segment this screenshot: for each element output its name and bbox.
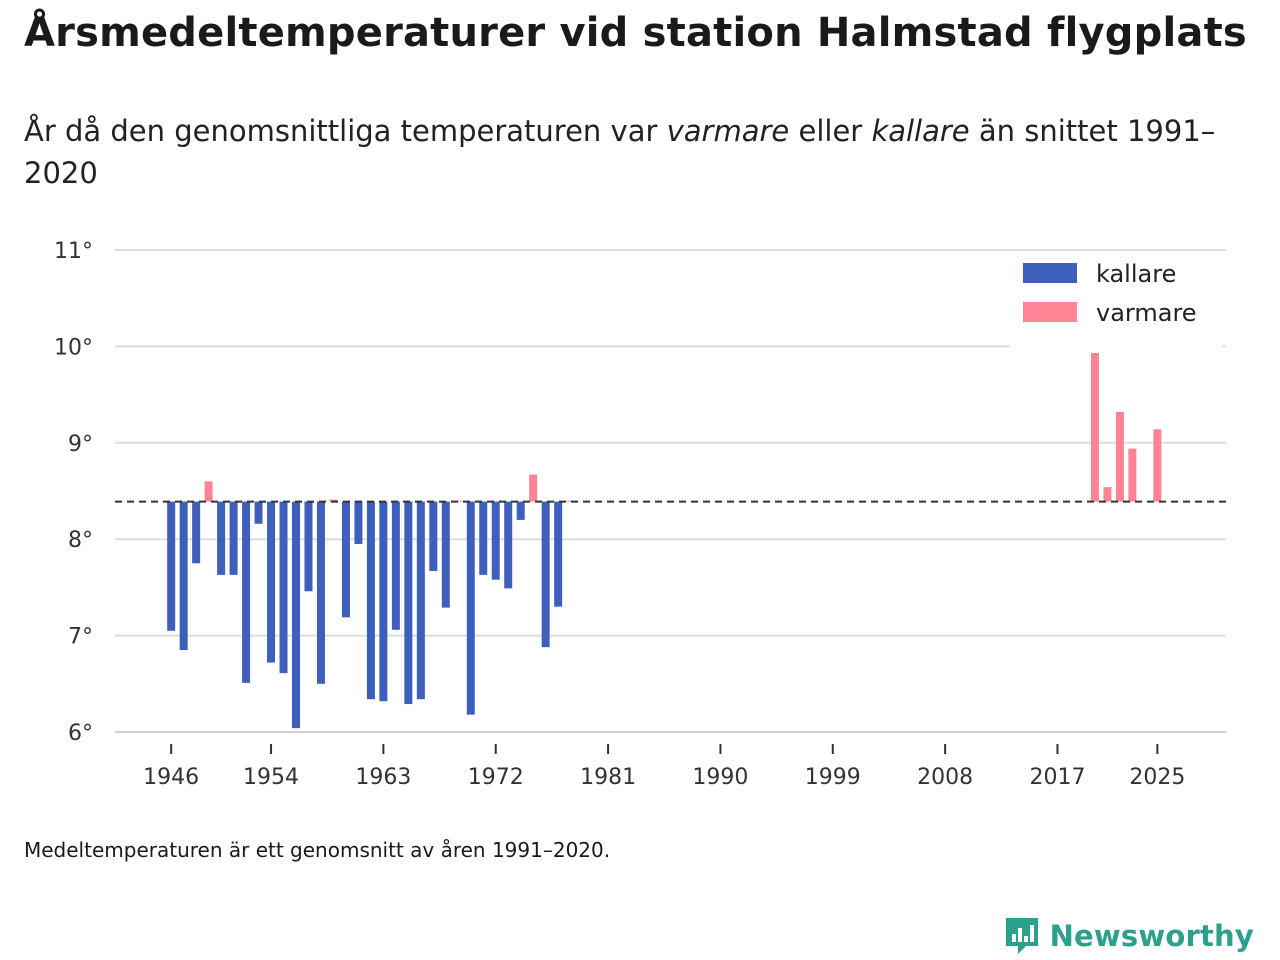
x-tick-label: 1946 <box>143 765 199 790</box>
bar-cold-1973 <box>504 501 513 589</box>
y-tick-label: 9° <box>68 432 93 457</box>
bar-cold-1976 <box>541 501 550 648</box>
bar-cold-1956 <box>292 501 301 729</box>
bar-cold-1966 <box>416 501 425 700</box>
subtitle-warm-word: varmare <box>666 114 790 148</box>
x-tick-label: 1954 <box>243 765 299 790</box>
bar-cold-1965 <box>404 501 413 705</box>
bar-cold-1960 <box>341 501 350 618</box>
legend-swatch-cold <box>1023 263 1077 283</box>
chart-title: Årsmedeltemperaturer vid station Halmsta… <box>24 10 1247 56</box>
bar-cold-1953 <box>254 501 263 524</box>
x-tick-label: 2025 <box>1129 765 1185 790</box>
bar-cold-1972 <box>491 501 500 580</box>
temperature-bar-chart: 6°7°8°9°10°11° 1946 1954 1963 1972 1981 1990 1… <box>54 239 1226 790</box>
subtitle-cold-word: kallare <box>871 114 970 148</box>
bar-cold-1950 <box>217 501 226 575</box>
y-tick-label: 6° <box>68 721 93 746</box>
legend-swatch-warm <box>1023 302 1077 322</box>
bar-cold-1954 <box>267 501 276 663</box>
bar-warm-1978 <box>566 500 575 502</box>
x-tick-label: 1972 <box>468 765 524 790</box>
bar-cold-1971 <box>479 501 488 575</box>
bar-warm-2023 <box>1128 448 1137 502</box>
bar-cold-1964 <box>391 501 400 630</box>
x-tick-label: 1990 <box>692 765 748 790</box>
chart-subtitle: År då den genomsnittliga temperaturen va… <box>24 110 1224 194</box>
legend-label-warm: varmare <box>1096 299 1197 327</box>
brand-logo: Newsworthy <box>1004 916 1254 956</box>
x-tick-label: 2008 <box>917 765 973 790</box>
bar-warm-1949 <box>204 481 213 502</box>
bar-cold-1955 <box>279 501 288 674</box>
subtitle-text-2: eller <box>789 114 872 148</box>
bar-cold-1977 <box>554 501 563 607</box>
bar-cold-1970 <box>466 501 475 715</box>
bar-cold-1948 <box>192 501 201 564</box>
bar-cold-1962 <box>366 501 375 700</box>
y-axis: 6° 7° 8° 9° 10° 11° <box>54 239 93 746</box>
x-axis: 1946 1954 1963 1972 1981 1990 1999 2008 2017 2025 <box>115 731 1226 790</box>
y-tick-label: 11° <box>54 239 93 264</box>
x-tick-label: 1999 <box>805 765 861 790</box>
bar-cold-1957 <box>304 501 313 592</box>
x-tick-label: 2017 <box>1029 765 1085 790</box>
y-tick-label: 8° <box>68 528 93 553</box>
bar-cold-1963 <box>379 501 388 702</box>
bar-cold-1967 <box>429 501 438 572</box>
bar-cold-1968 <box>441 501 450 608</box>
y-tick-label: 7° <box>68 625 93 650</box>
bar-warm-2022 <box>1115 411 1124 502</box>
footnote: Medeltemperaturen är ett genomsnitt av å… <box>24 838 611 862</box>
x-tick-label: 1981 <box>580 765 636 790</box>
bar-warm-1975 <box>529 474 538 502</box>
subtitle-text-3: än snittet 1991–2020 <box>24 114 1216 190</box>
bar-warm-2025 <box>1153 429 1162 502</box>
brand-name: Newsworthy <box>1049 919 1254 953</box>
bar-cold-1946 <box>167 501 176 631</box>
newsworthy-logo-icon <box>1005 918 1038 954</box>
bar-warm-2020 <box>1090 344 1099 502</box>
bar-warm-1969 <box>454 500 463 502</box>
bar-cold-1961 <box>354 501 363 545</box>
bar-cold-1952 <box>242 501 251 683</box>
bar-cold-1958 <box>316 501 325 684</box>
y-tick-label: 10° <box>54 335 93 360</box>
bar-cold-1951 <box>229 501 238 575</box>
legend: kallare varmare <box>1010 260 1222 353</box>
bar-warm-2021 <box>1103 487 1112 502</box>
legend-label-cold: kallare <box>1096 260 1176 288</box>
bars <box>167 344 1162 729</box>
bar-cold-1947 <box>179 501 188 651</box>
subtitle-text-1: År då den genomsnittliga temperaturen va… <box>24 114 667 148</box>
x-tick-label: 1963 <box>355 765 411 790</box>
bar-cold-1974 <box>516 501 525 520</box>
